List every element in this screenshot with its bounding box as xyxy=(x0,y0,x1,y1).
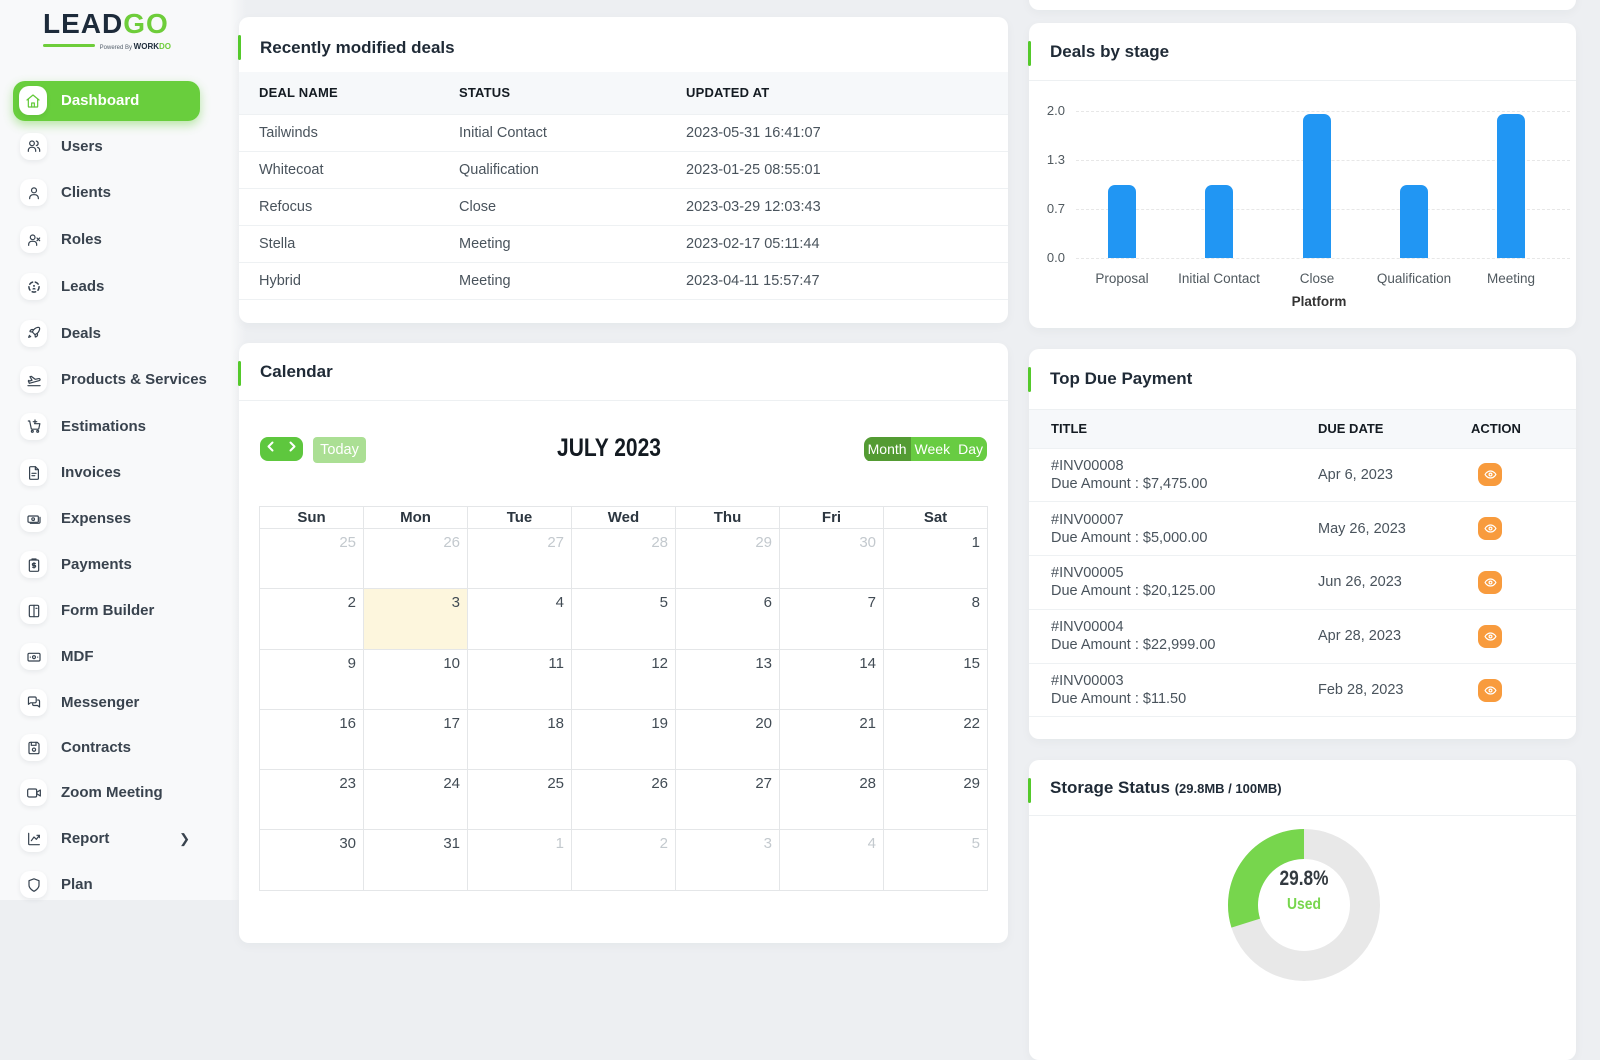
svg-text:Used: Used xyxy=(1287,896,1321,913)
svg-text:29.8%: 29.8% xyxy=(1280,867,1329,890)
